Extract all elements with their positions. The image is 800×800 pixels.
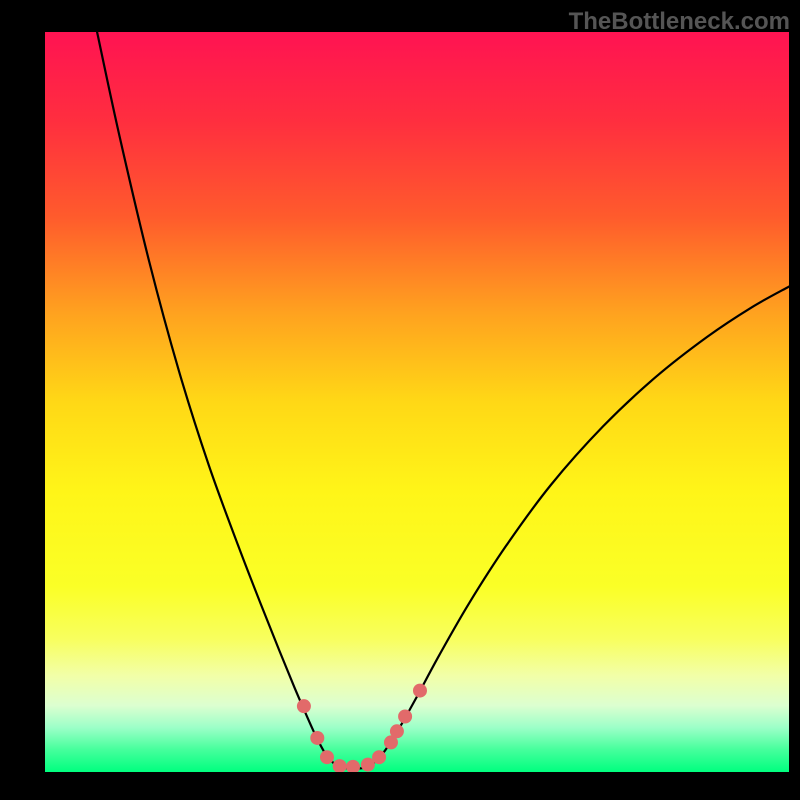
curve-marker (297, 699, 311, 713)
watermark-text: TheBottleneck.com (569, 8, 790, 36)
bottleneck-curve (97, 32, 789, 768)
curve-marker (320, 750, 334, 764)
curve-marker (390, 724, 404, 738)
curve-marker (333, 759, 347, 772)
curve-marker (346, 760, 360, 772)
chart-container: TheBottleneck.com (0, 0, 800, 800)
curve-marker (310, 731, 324, 745)
curve-marker (372, 750, 386, 764)
curve-overlay (45, 32, 789, 772)
curve-marker (398, 710, 412, 724)
plot-area (45, 32, 789, 772)
curve-marker (413, 684, 427, 698)
